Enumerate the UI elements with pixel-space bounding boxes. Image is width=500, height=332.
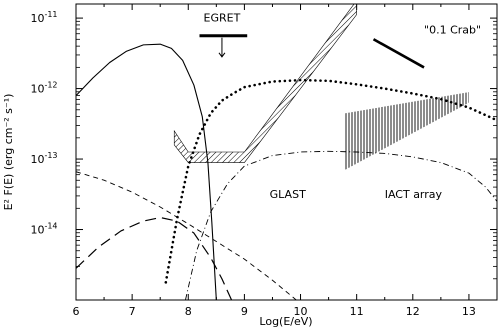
y-ticks: 10-11 10-12 10-13 10-14 (30, 10, 497, 280)
series-dotted-line (164, 78, 497, 284)
series-dash-dot-line (185, 150, 497, 300)
x-tick-label: 13 (462, 305, 476, 318)
y-tick-label: 10-11 (30, 10, 57, 25)
annotation-label: IACT array (385, 188, 443, 201)
y-tick-label: 10-12 (30, 81, 57, 96)
x-tick-label: 7 (129, 305, 136, 318)
x-tick-label: 11 (350, 305, 364, 318)
annotation-label: GLAST (270, 188, 306, 201)
x-tick-label: 8 (185, 305, 192, 318)
x-tick-label: 6 (73, 305, 80, 318)
annotation-label: EGRET (204, 12, 241, 25)
region-glast (173, 4, 357, 163)
y-axis-label: E² F(E) (erg cm⁻² s⁻¹) (2, 94, 15, 211)
x-ticks: 6 7 8 9 10 11 12 13 (73, 4, 476, 318)
series-solid-thick-line (372, 38, 425, 69)
annotations: GLAST IACT array "0.1 Crab" EGRET (199, 12, 481, 201)
series-long-dash-line (76, 216, 233, 300)
region-iact-array (345, 92, 469, 170)
y-tick-label: 10-14 (30, 222, 57, 237)
x-tick-label: 9 (241, 305, 248, 318)
annotation-label: "0.1 Crab" (424, 24, 481, 37)
egret-arrow-head (218, 52, 226, 58)
x-axis-label: Log(E/eV) (259, 315, 312, 328)
series-solid-line (76, 43, 217, 300)
plot-frame (75, 3, 498, 301)
x-tick-label: 10 (294, 305, 308, 318)
curves (76, 38, 497, 300)
series-short-dash-line (76, 171, 297, 300)
y-tick-label: 10-13 (30, 151, 57, 166)
x-tick-label: 12 (406, 305, 420, 318)
